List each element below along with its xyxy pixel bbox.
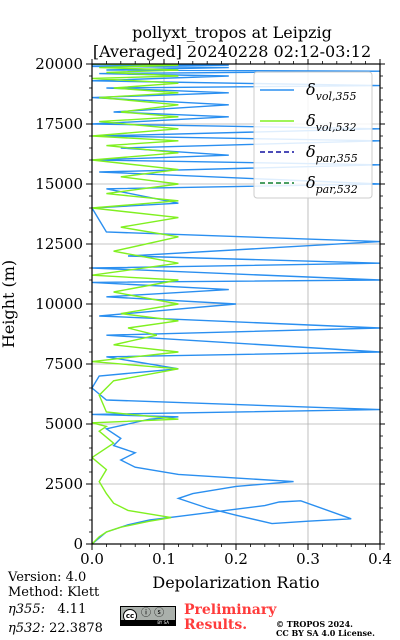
copyright-notice: © TROPOS 2024. CC BY SA 4.0 License. xyxy=(276,620,375,638)
y-tick-label: 10000 xyxy=(35,295,83,313)
y-tick-label: 17500 xyxy=(35,115,83,133)
x-tick-label: 0.4 xyxy=(368,550,392,568)
copyright-line2: CC BY SA 4.0 License. xyxy=(276,628,375,638)
y-tick-label: 0 xyxy=(73,535,83,553)
y-tick-label: 5000 xyxy=(45,415,83,433)
x-tick-label: 0.3 xyxy=(296,550,320,568)
version-text: Version: 4.0 xyxy=(8,570,87,585)
y-tick-label: 12500 xyxy=(35,235,83,253)
y-tick-label: 20000 xyxy=(35,55,83,73)
legend-box xyxy=(253,71,373,199)
y-tick-label: 2500 xyxy=(45,475,83,493)
cc-license-badge-icon: cc ⓘ ⓢ BY SA xyxy=(120,606,176,626)
preliminary-line1: Preliminary xyxy=(184,602,277,618)
cc-badge-strip: BY SA xyxy=(121,620,175,625)
series-line-vol355 xyxy=(92,64,380,544)
eta532-row: η532: 22.3878 xyxy=(8,622,103,636)
eta355-label: η355: xyxy=(8,602,45,617)
x-tick-label: 0.0 xyxy=(80,550,104,568)
chart-title-line2: [Averaged] 20240228 02:12-03:12 xyxy=(92,42,372,61)
chart-title-line1: pollyxt_tropos at Leipzig xyxy=(132,23,332,42)
legend-entry-label: δpar,532 xyxy=(306,173,358,196)
by-sa-icons: ⓘ ⓢ xyxy=(141,608,165,619)
legend-entry-label: δpar,355 xyxy=(306,142,358,165)
eta532-label: η532: xyxy=(8,621,45,636)
method-text: Method: Klett xyxy=(8,585,100,600)
y-tick-label: 15000 xyxy=(35,175,83,193)
y-axis-label: Height (m) xyxy=(0,260,18,348)
y-tick-label: 7500 xyxy=(45,355,83,373)
copyright-line1: © TROPOS 2024. xyxy=(276,619,353,629)
preliminary-line2: Results. xyxy=(184,617,248,633)
preliminary-notice: Preliminary Results. xyxy=(184,603,276,633)
legend-entry-label: δvol,355 xyxy=(306,80,357,103)
x-tick-label: 0.1 xyxy=(152,550,176,568)
x-axis-label: Depolarization Ratio xyxy=(152,573,319,592)
legend-entry-label: δvol,532 xyxy=(306,111,357,134)
x-tick-label: 0.2 xyxy=(224,550,248,568)
eta355-row: η355: 4.11 xyxy=(8,603,86,617)
eta355-value: 4.11 xyxy=(57,602,87,617)
series-line-vol532 xyxy=(92,64,179,544)
eta532-value: 22.3878 xyxy=(49,621,103,636)
